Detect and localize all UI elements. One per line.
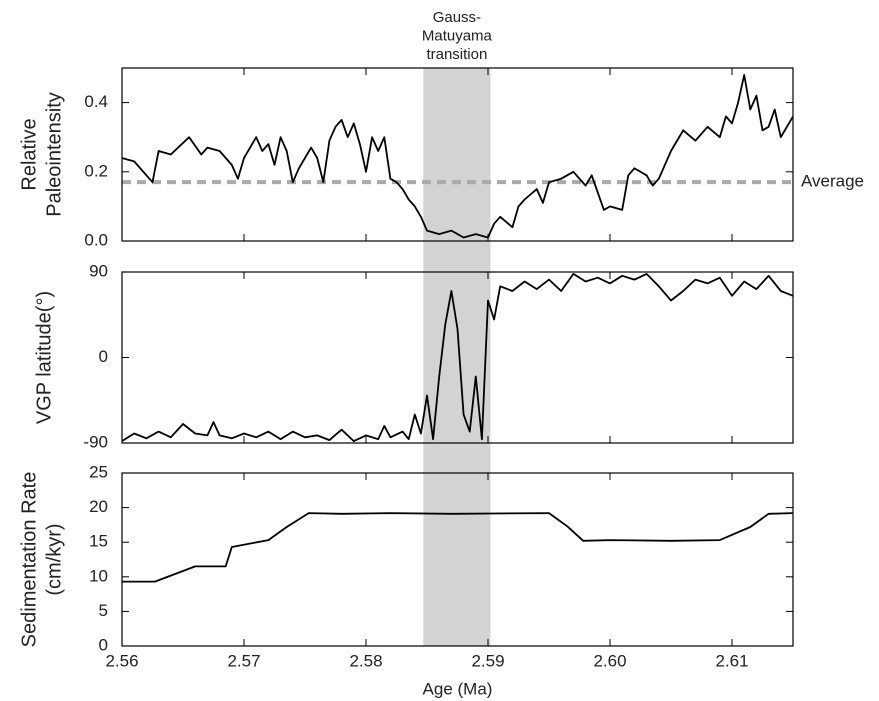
y-axis-label: Sedimentation Rate: [18, 472, 40, 648]
plot-frame: [121, 472, 794, 647]
plot-frame: [121, 271, 794, 444]
data-line: [122, 512, 794, 583]
plot-frame: [121, 67, 794, 242]
y-tick-label: 5: [99, 601, 108, 620]
y-tick-label: 15: [89, 532, 108, 551]
x-tick-label: 2.59: [471, 651, 504, 670]
data-line: [121, 273, 794, 442]
y-tick-label: 0: [99, 347, 108, 366]
x-tick-label: 2.56: [105, 651, 138, 670]
y-tick-label: 0.0: [84, 230, 108, 249]
x-tick-label: 2.57: [227, 651, 260, 670]
annotation: Matuyama: [422, 27, 493, 44]
y-tick-label: 20: [89, 497, 108, 516]
y-axis-label: VGP latitude(°): [33, 291, 55, 424]
data-line: [121, 74, 794, 239]
y-tick-label: 25: [89, 462, 108, 481]
x-tick-label: 2.61: [715, 651, 748, 670]
y-axis-label: (cm/kyr): [43, 523, 65, 595]
x-tick-label: 2.58: [349, 651, 382, 670]
y-tick-label: 0.4: [84, 92, 108, 111]
annotation: Gauss-: [433, 9, 481, 26]
y-tick-label: 90: [89, 261, 108, 280]
y-axis-label: Paleointensity: [43, 92, 65, 217]
x-tick-label: 2.60: [593, 651, 626, 670]
transition-shade: [423, 68, 491, 646]
annotation: transition: [426, 46, 487, 63]
y-tick-label: 0: [99, 635, 108, 654]
y-tick-label: 0.2: [84, 161, 108, 180]
x-axis-label: Age (Ma): [423, 679, 493, 698]
y-axis-label: Relative: [18, 118, 40, 190]
y-tick-label: -90: [83, 432, 108, 451]
y-tick-label: 10: [89, 566, 108, 585]
reference-label: Average: [801, 172, 864, 191]
